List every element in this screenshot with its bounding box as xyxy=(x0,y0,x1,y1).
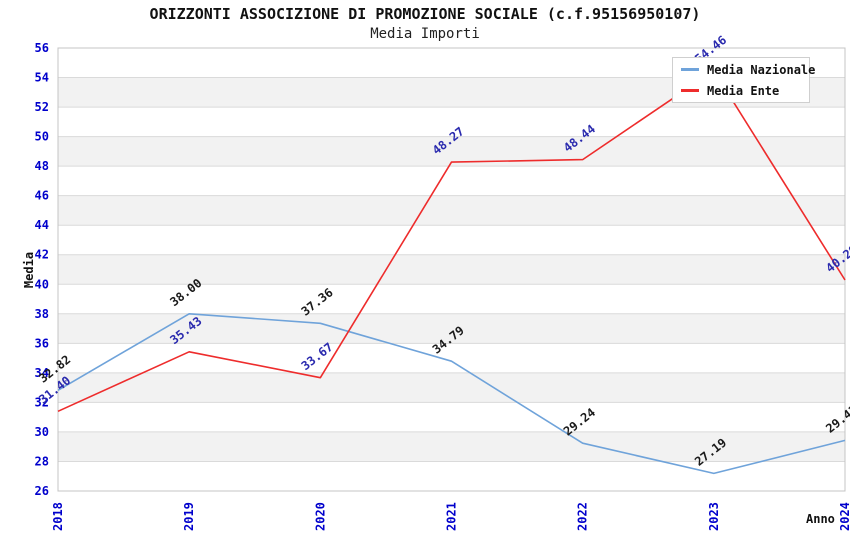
svg-text:2020: 2020 xyxy=(313,502,327,531)
y-axis-title: Media xyxy=(22,251,36,289)
svg-text:36: 36 xyxy=(35,336,49,350)
svg-text:2021: 2021 xyxy=(445,502,459,531)
svg-text:32: 32 xyxy=(35,395,49,409)
legend-item-media-nazionale: Media Nazionale xyxy=(681,62,815,78)
legend-label: Media Ente xyxy=(707,83,780,98)
svg-text:2023: 2023 xyxy=(707,502,721,531)
y-tick-labels: 56 54 52 50 48 46 44 42 40 38 36 34 32 30 28 26 xyxy=(35,41,49,498)
line-swatch-icon xyxy=(681,89,699,92)
svg-text:2022: 2022 xyxy=(576,502,590,531)
series-line-media-nazionale xyxy=(57,312,846,475)
legend-item-media-ente: Media Ente xyxy=(681,83,809,99)
svg-text:40: 40 xyxy=(35,277,49,291)
svg-text:34: 34 xyxy=(35,366,49,380)
svg-text:50: 50 xyxy=(35,130,49,144)
svg-text:52: 52 xyxy=(35,100,49,114)
svg-text:2018: 2018 xyxy=(51,502,65,531)
svg-text:26: 26 xyxy=(35,484,49,498)
svg-text:42: 42 xyxy=(35,248,49,262)
chart-legend: Media Nazionale Media Ente xyxy=(672,57,815,103)
x-axis-title: Anno xyxy=(806,512,835,526)
svg-text:54: 54 xyxy=(35,71,49,85)
plot-border xyxy=(57,47,846,492)
chart-subtitle: Media Importi xyxy=(370,26,480,42)
svg-text:44: 44 xyxy=(35,218,49,232)
line-swatch-icon xyxy=(681,68,699,71)
svg-text:38: 38 xyxy=(35,307,49,321)
svg-text:30: 30 xyxy=(35,425,49,439)
svg-text:46: 46 xyxy=(35,189,49,203)
svg-text:2024: 2024 xyxy=(838,502,850,531)
x-tick-labels: 2018 2019 2020 2021 2022 2023 2024 xyxy=(51,502,850,531)
chart-title: ORIZZONTI ASSOCIZIONE DI PROMOZIONE SOCI… xyxy=(149,5,701,23)
svg-text:2019: 2019 xyxy=(182,502,196,531)
svg-text:48: 48 xyxy=(35,159,49,173)
svg-text:28: 28 xyxy=(35,454,49,468)
legend-label: Media Nazionale xyxy=(707,62,816,77)
plot-bands xyxy=(58,48,845,491)
svg-text:56: 56 xyxy=(35,41,49,55)
